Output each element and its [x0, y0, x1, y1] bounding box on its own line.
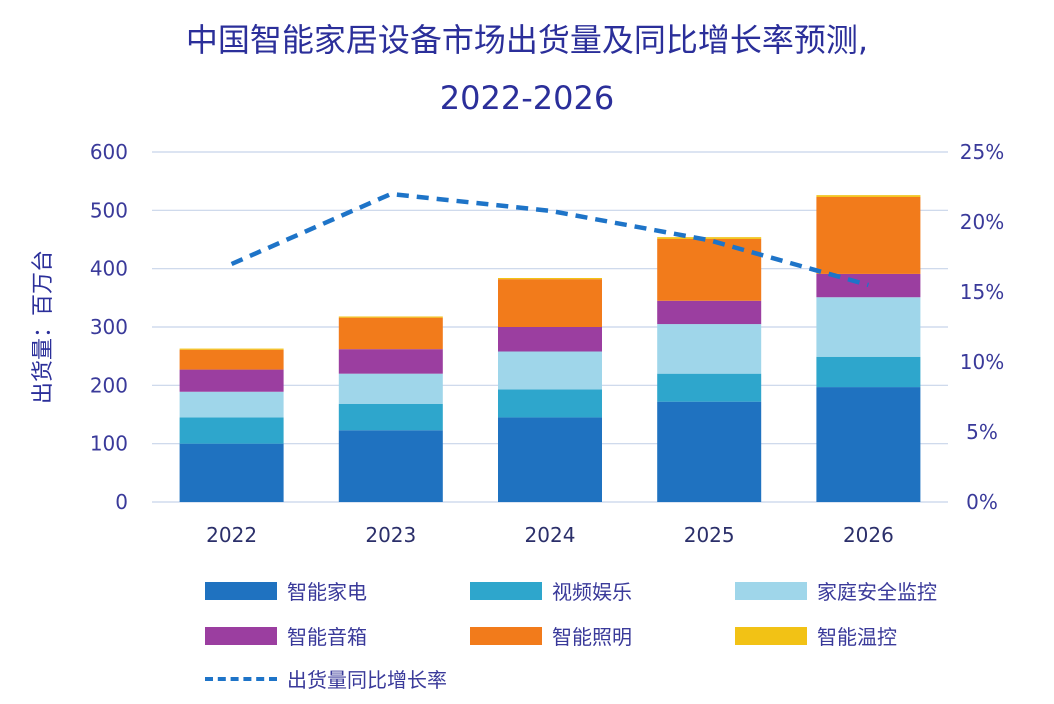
bar-segment [657, 324, 762, 374]
bar-segment [816, 387, 921, 502]
bar-segment [338, 430, 443, 502]
legend-label: 智能照明 [552, 625, 632, 649]
legend-item-growth-rate: 出货量同比增长率 [205, 664, 447, 693]
y-tick-label: 100 [90, 432, 128, 456]
bar-segment [179, 443, 284, 502]
bar-segment [657, 373, 762, 402]
legend-label: 智能音箱 [287, 625, 367, 649]
bar-segment [816, 196, 921, 274]
bar-segment [179, 417, 284, 444]
chart-title-line1: 中国智能家居设备市场出货量及同比增长率预测, [185, 21, 869, 59]
y2-tick-label: 15% [960, 280, 1004, 304]
bar-segment [498, 279, 602, 327]
bar-segment [338, 317, 443, 350]
bar-segment [657, 238, 762, 301]
legend-label: 出货量同比增长率 [287, 668, 447, 692]
growth-rate-line [230, 191, 870, 288]
x-tick-label: 2026 [843, 523, 894, 547]
bar-segment [338, 316, 443, 318]
bar-segment [657, 237, 762, 239]
bar-segment [338, 349, 443, 374]
x-tick-label: 2022 [206, 523, 257, 547]
legend-label: 家庭安全监控 [817, 580, 937, 604]
y-tick-label: 500 [90, 198, 128, 222]
legend-swatch [205, 581, 277, 600]
bar-segment [179, 348, 284, 350]
legend-item-home-security: 家庭安全监控 [735, 576, 937, 605]
bar-segment [498, 417, 602, 502]
bar-segment [179, 349, 284, 370]
bar-segment [179, 369, 284, 392]
legend-label: 智能温控 [817, 625, 897, 649]
bar-segment [816, 195, 921, 197]
y-tick-label: 600 [90, 140, 128, 164]
bar-segment [816, 356, 921, 388]
legend-swatch [735, 626, 807, 645]
legend-swatch [470, 626, 542, 645]
legend-item-smart-lighting: 智能照明 [470, 621, 632, 650]
bar-segment [816, 273, 921, 298]
bar-segment [657, 401, 762, 502]
y-tick-label: 0 [115, 490, 128, 514]
y2-tick-label: 25% [960, 140, 1004, 164]
bar-segment [498, 351, 602, 390]
y-tick-label: 200 [90, 373, 128, 397]
y-tick-label: 400 [90, 257, 128, 281]
bar-segment [338, 373, 443, 404]
bar-segment [498, 278, 602, 280]
bar-segment [498, 389, 602, 418]
x-tick-label: 2024 [525, 523, 576, 547]
legend-swatch [735, 581, 807, 600]
bar-segment [338, 404, 443, 431]
y2-tick-label: 5% [966, 420, 998, 444]
chart-title-line2: 2022-2026 [439, 79, 615, 117]
legend-item-video-entertainment: 视频娱乐 [470, 576, 632, 605]
y2-tick-label: 20% [960, 210, 1004, 234]
legend-label: 智能家电 [287, 580, 367, 604]
y2-tick-label: 10% [960, 350, 1004, 374]
legend-item-smart-thermostat: 智能温控 [735, 621, 897, 650]
legend-swatch [470, 581, 542, 600]
bar-segment [657, 300, 762, 325]
y-tick-label: 300 [90, 315, 128, 339]
legend-label: 视频娱乐 [552, 580, 632, 604]
y-axis-title: 出货量：百万台 [31, 250, 56, 404]
x-tick-label: 2025 [684, 523, 735, 547]
legend-swatch [205, 626, 277, 645]
bar-segment [179, 391, 284, 418]
x-tick-label: 2023 [365, 523, 416, 547]
bar-segment [498, 327, 602, 352]
y2-tick-label: 0% [966, 490, 998, 514]
legend-item-smart-appliances: 智能家电 [205, 576, 367, 605]
legend-dash [205, 676, 277, 681]
bar-segment [816, 297, 921, 357]
legend-item-smart-speakers: 智能音箱 [205, 621, 367, 650]
